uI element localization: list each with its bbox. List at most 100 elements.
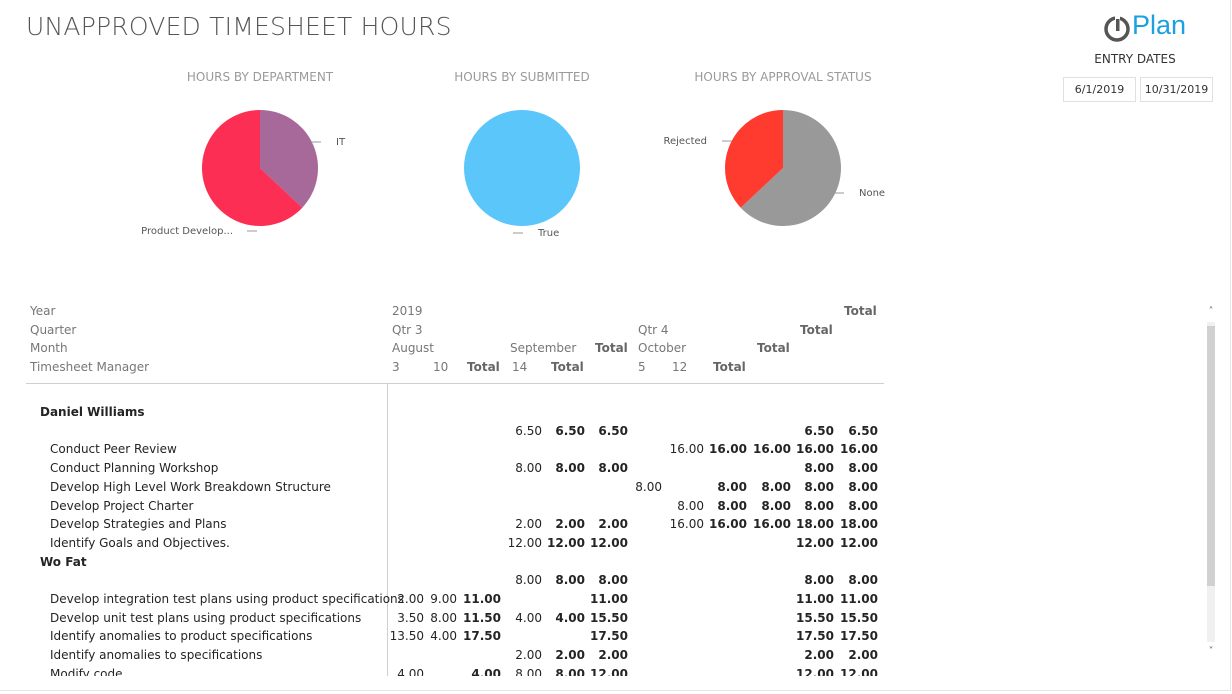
table-cell: 2.00 [598, 648, 628, 663]
start-date-input[interactable]: 6/1/2019 [1063, 77, 1136, 102]
header-september: September [510, 341, 577, 355]
table-cell: 8.00 [555, 666, 585, 676]
table-cell: 8.00 [804, 573, 834, 588]
header-october: October [638, 341, 687, 355]
task-name: Develop Project Charter [50, 498, 194, 513]
group-row[interactable]: Wo Fat [26, 555, 886, 573]
task-name: Develop integration test plans using pro… [50, 592, 404, 606]
table-cell: 16.00 [840, 442, 878, 457]
header-month-label: Month [30, 341, 68, 355]
task-name: Conduct Planning Workshop [50, 461, 219, 476]
table-cell: 12.00 [796, 535, 834, 550]
table-cell: 8.00 [598, 461, 628, 476]
header-manager-label: Timesheet Manager [30, 360, 150, 374]
table-cell: 12.00 [507, 535, 542, 550]
header-week-12: 12 [672, 360, 688, 374]
table-cell: 4.00 [555, 610, 585, 625]
table-cell: 16.00 [669, 517, 704, 532]
table-cell: 2.00 [515, 517, 542, 532]
pie-slice-it[interactable] [260, 110, 318, 208]
table-cell: 12.00 [840, 666, 878, 676]
header-qtr3-total: Total [595, 341, 628, 355]
table-cell: 6.50 [555, 423, 585, 438]
table-row[interactable]: Conduct Peer Review 16.00 16.00 16.00 16.00 1… [26, 442, 886, 460]
table-row[interactable]: Develop High Level Work Breakdown Struct… [26, 480, 886, 498]
table-cell: 16.00 [709, 517, 747, 532]
matrix-scrollbar[interactable]: ˄ ˅ [1204, 300, 1218, 668]
table-cell: 8.00 [804, 461, 834, 476]
pie-slice-rejected[interactable] [725, 110, 783, 208]
scroll-down-icon[interactable]: ˅ [1208, 646, 1214, 657]
table-cell: 2.00 [555, 648, 585, 663]
table-row[interactable]: Develop Project Charter 8.00 8.00 8.00 8.00 8… [26, 499, 886, 517]
table-cell: 12.00 [840, 535, 878, 550]
table-row[interactable]: 8.00 8.00 8.00 8.00 8.00 [26, 573, 886, 591]
task-name: Identify Goals and Objectives. [50, 535, 230, 550]
table-cell: 8.00 [677, 498, 704, 513]
table-cell: 11.50 [463, 610, 501, 625]
table-cell: 8.00 [848, 498, 878, 513]
table-cell: 11.00 [796, 592, 834, 606]
table-cell: 18.00 [840, 517, 878, 532]
table-cell: 4.00 [471, 666, 501, 676]
table-cell: 6.50 [598, 423, 628, 438]
table-cell: 12.00 [590, 666, 628, 676]
pie-label: IT [336, 137, 346, 148]
table-cell: 2.00 [598, 517, 628, 532]
table-cell: 2.00 [515, 648, 542, 663]
table-cell: 16.00 [709, 442, 747, 457]
pie-label: Rejected [663, 136, 707, 147]
end-date-input[interactable]: 10/31/2019 [1140, 77, 1213, 102]
table-cell: 12.00 [547, 535, 585, 550]
approval-chart-title: HOURS BY APPROVAL STATUS [694, 70, 872, 84]
header-week-3: 3 [392, 360, 400, 374]
manager-name: Wo Fat [40, 554, 87, 569]
pie-slice-true[interactable] [464, 110, 580, 226]
pie-label: True [537, 228, 559, 239]
table-cell: 8.00 [804, 479, 834, 494]
approval-pie-chart[interactable]: None Rejected [662, 100, 902, 250]
table-row[interactable]: Develop unit test plans using product sp… [26, 611, 886, 629]
table-cell: 16.00 [753, 442, 791, 457]
table-cell: 17.50 [590, 629, 628, 644]
table-row[interactable]: Identify anomalies to product specificat… [26, 629, 886, 647]
table-row[interactable]: 6.50 6.50 6.50 6.50 6.50 [26, 424, 886, 442]
table-cell: 8.00 [717, 479, 747, 494]
table-cell: 8.00 [515, 666, 542, 676]
task-name: Develop unit test plans using product sp… [50, 610, 362, 625]
table-cell: 2.00 [555, 517, 585, 532]
oneplan-logo: Plan [1100, 8, 1200, 48]
group-row[interactable]: Daniel Williams [26, 405, 886, 423]
pie-slice-product-develop[interactable] [202, 110, 303, 226]
scroll-thumb[interactable] [1207, 326, 1215, 586]
table-row[interactable]: Develop Strategies and Plans 2.00 2.00 2.00… [26, 517, 886, 535]
table-cell: 17.50 [796, 629, 834, 644]
table-row[interactable]: Identify anomalies to specifications 2.00… [26, 648, 886, 666]
entry-dates-label: ENTRY DATES [1094, 52, 1176, 66]
department-chart-title: HOURS BY DEPARTMENT [186, 70, 334, 84]
table-cell: 11.00 [590, 592, 628, 606]
table-cell: 8.00 [848, 461, 878, 476]
table-row[interactable]: Conduct Planning Workshop 8.00 8.00 8.00 8.0… [26, 461, 886, 479]
table-row[interactable]: Identify Goals and Objectives. 12.00 12.00… [26, 536, 886, 554]
table-row[interactable]: Modify code 4.00 4.00 8.00 8.00 12.00 12.00 12.… [26, 667, 886, 676]
table-cell: 15.50 [590, 610, 628, 625]
table-row[interactable]: Develop integration test plans using pro… [26, 592, 886, 610]
table-cell: 6.50 [848, 423, 878, 438]
pie-slice-none[interactable] [740, 110, 841, 226]
table-cell: 9.00 [430, 592, 457, 606]
table-cell: 8.00 [430, 610, 457, 625]
table-cell: 17.50 [463, 629, 501, 644]
header-quarter-label: Quarter [30, 323, 77, 337]
task-name: Modify code [50, 666, 123, 676]
table-cell: 4.00 [430, 629, 457, 644]
table-cell: 8.00 [761, 479, 791, 494]
scroll-up-icon[interactable]: ˄ [1208, 306, 1214, 317]
department-pie-chart[interactable]: IT Product Develop... [140, 100, 380, 250]
submitted-pie-chart[interactable]: True [402, 100, 642, 250]
table-cell: 15.50 [840, 610, 878, 625]
task-name: Identify anomalies to specifications [50, 648, 263, 663]
header-august-total: Total [467, 360, 500, 374]
hours-matrix-table[interactable]: Year Quarter Month Timesheet Manager 201… [26, 300, 886, 676]
pie-label: Product Develop... [141, 226, 233, 237]
